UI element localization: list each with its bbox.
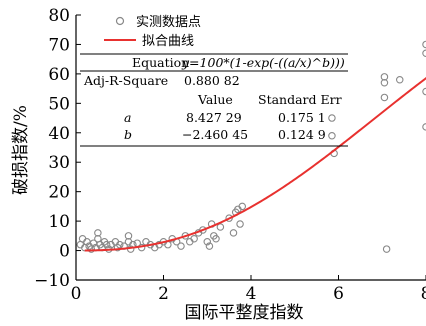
- table-param-b: b: [124, 127, 132, 142]
- legend-label-line: 拟合曲线: [142, 34, 194, 49]
- data-point: [229, 229, 238, 237]
- table-col-value: Value: [197, 92, 233, 107]
- data-point: [380, 78, 389, 87]
- x-axis-title: 国际平整度指数: [185, 303, 304, 323]
- table-equation-label: Equation: [132, 55, 189, 70]
- table-adjr2-value: 0.880 82: [184, 73, 240, 88]
- legend: 实测数据点 拟合曲线: [104, 15, 201, 49]
- data-point: [205, 242, 214, 250]
- data-point: [382, 245, 391, 253]
- y-axis-title: 破损指数/%: [11, 105, 31, 195]
- y-tick-label: 50: [48, 94, 70, 114]
- fit-table: Equation y=100*(1-exp(-((a/x)^b))) Adj-R…: [80, 53, 348, 147]
- data-point: [203, 237, 212, 246]
- table-stderr-a: 0.175 1: [278, 110, 326, 125]
- x-tick-label: 2: [158, 284, 169, 304]
- data-point: [328, 114, 336, 122]
- data-point: [177, 242, 185, 250]
- data-point: [199, 226, 207, 234]
- data-point: [102, 240, 111, 249]
- data-point: [236, 220, 244, 228]
- table-param-a: a: [124, 110, 131, 125]
- x-tick-label: 0: [71, 284, 82, 304]
- data-point: [225, 214, 233, 222]
- table-stderr-b: 0.124 9: [278, 127, 326, 142]
- x-tick-label: 6: [333, 284, 344, 304]
- legend-marker-points: [115, 16, 125, 26]
- data-point: [212, 235, 220, 243]
- y-tick-label: 0: [59, 242, 70, 262]
- y-tick-label: 60: [48, 65, 70, 85]
- y-tick-label: 10: [48, 212, 70, 232]
- x-tick-label: 8: [421, 284, 426, 304]
- y-tick-label: 70: [48, 35, 70, 55]
- table-col-stderr: Standard Err: [258, 92, 342, 107]
- table-value-b: −2.460 45: [182, 127, 248, 142]
- table-adjr2-label: Adj-R-Square: [83, 73, 168, 88]
- y-tick-label: 80: [48, 6, 70, 26]
- data-point: [216, 223, 225, 231]
- table-value-a: 8.427 29: [186, 110, 242, 125]
- data-point: [328, 131, 336, 140]
- y-tick-label: 40: [48, 124, 70, 144]
- data-point: [395, 76, 404, 84]
- data-point: [116, 240, 124, 249]
- data-point: [238, 202, 247, 211]
- legend-label-points: 实测数据点: [136, 15, 201, 30]
- y-tick-label: 30: [48, 153, 70, 173]
- y-tick-label: −10: [34, 271, 70, 291]
- y-tick-label: 20: [48, 183, 70, 203]
- data-point: [190, 235, 198, 243]
- table-equation-text: y=100*(1-exp(-((a/x)^b))): [181, 55, 345, 70]
- data-point: [380, 93, 389, 102]
- fit-curve: [84, 77, 426, 252]
- x-tick-label: 4: [246, 284, 257, 304]
